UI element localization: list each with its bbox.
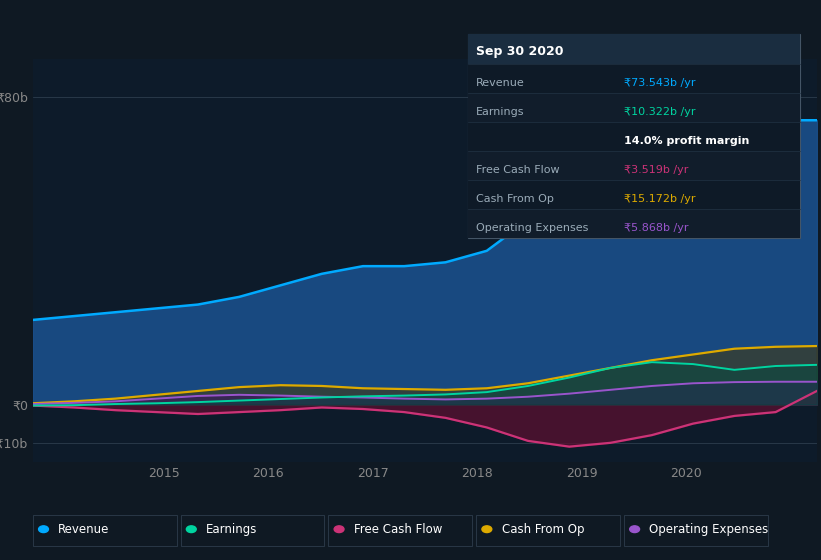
- Text: Cash From Op: Cash From Op: [502, 522, 584, 536]
- Text: Earnings: Earnings: [476, 108, 525, 117]
- Text: Revenue: Revenue: [476, 78, 525, 88]
- Text: ₹73.543b /yr: ₹73.543b /yr: [624, 78, 695, 88]
- Text: Free Cash Flow: Free Cash Flow: [354, 522, 443, 536]
- Text: Operating Expenses: Operating Expenses: [476, 223, 589, 233]
- Text: ₹10.322b /yr: ₹10.322b /yr: [624, 108, 695, 117]
- Text: Revenue: Revenue: [58, 522, 110, 536]
- Text: Sep 30 2020: Sep 30 2020: [476, 45, 564, 58]
- Text: Free Cash Flow: Free Cash Flow: [476, 165, 560, 175]
- Text: ₹3.519b /yr: ₹3.519b /yr: [624, 165, 688, 175]
- Text: Cash From Op: Cash From Op: [476, 194, 554, 204]
- Text: 14.0% profit margin: 14.0% profit margin: [624, 136, 750, 146]
- Text: Earnings: Earnings: [206, 522, 258, 536]
- Text: Operating Expenses: Operating Expenses: [649, 522, 768, 536]
- Text: ₹15.172b /yr: ₹15.172b /yr: [624, 194, 695, 204]
- Text: ₹5.868b /yr: ₹5.868b /yr: [624, 223, 689, 233]
